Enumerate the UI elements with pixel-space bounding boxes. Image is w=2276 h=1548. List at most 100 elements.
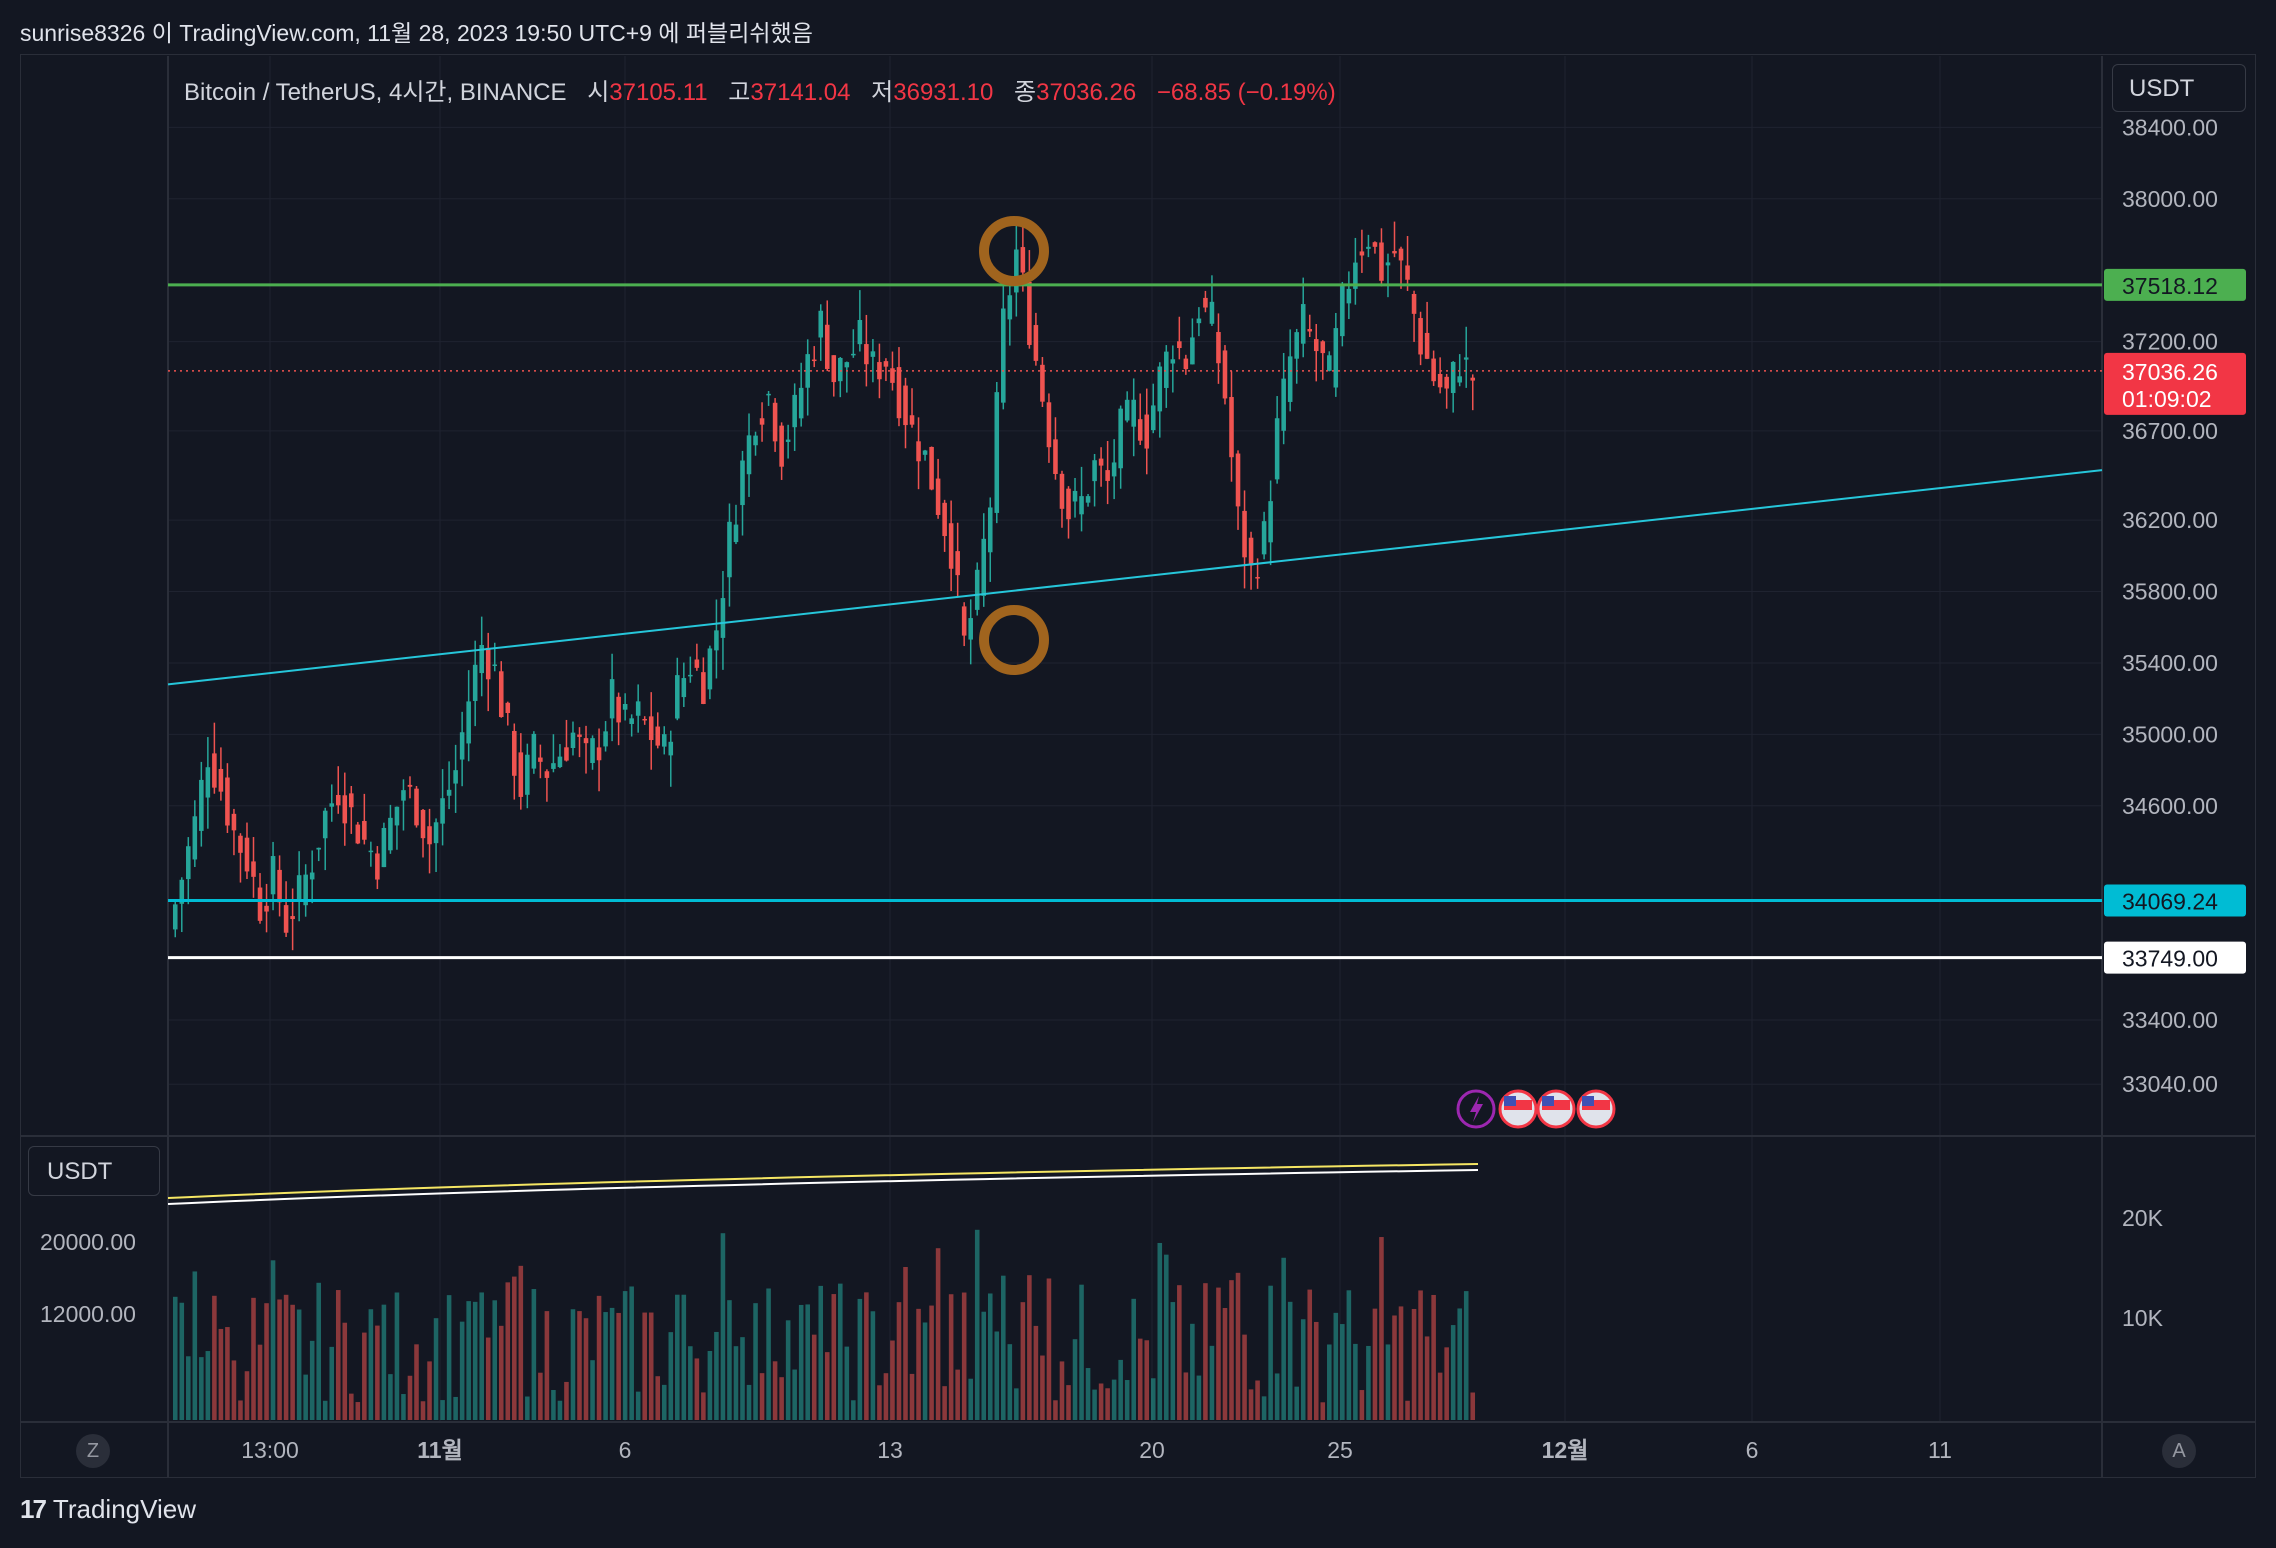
volume-bar: [414, 1344, 419, 1420]
volume-bar: [512, 1276, 517, 1420]
candle-body: [1261, 521, 1267, 555]
candle-body: [290, 916, 295, 920]
candle-body: [1281, 378, 1286, 431]
volume-bar: [231, 1360, 237, 1420]
candle-body: [362, 820, 367, 840]
volume-bar: [420, 1401, 426, 1420]
volume-bar: [316, 1282, 321, 1420]
volume-bar: [1450, 1325, 1456, 1420]
candle-body: [355, 824, 361, 844]
candle-body: [733, 524, 739, 543]
candle-body: [1229, 397, 1234, 458]
volume-bar: [570, 1309, 576, 1420]
volume-bar: [668, 1332, 674, 1420]
volume-bar: [1340, 1324, 1345, 1420]
volume-bar: [583, 1318, 589, 1420]
volume-bar: [1079, 1284, 1084, 1420]
candle-body: [1150, 405, 1156, 431]
auto-scale-button[interactable]: A: [2162, 1434, 2196, 1468]
volume-bar: [1392, 1315, 1397, 1420]
volume-bar: [1235, 1272, 1241, 1420]
volume-bar: [401, 1394, 406, 1420]
volume-bar: [948, 1294, 954, 1420]
currency-button[interactable]: USDT: [2112, 64, 2246, 112]
volume-tick-label-right: 20K: [2122, 1205, 2164, 1231]
candle-body: [1098, 458, 1104, 466]
volume-bar: [505, 1282, 511, 1420]
volume-bar: [1366, 1345, 1371, 1420]
candle-body: [257, 887, 263, 921]
candle-body: [309, 872, 315, 880]
candle-body: [1294, 332, 1299, 359]
candle-body: [205, 767, 211, 798]
volume-bar: [909, 1373, 915, 1420]
candle-body: [335, 795, 341, 806]
candle-body: [1092, 460, 1097, 482]
candle-body: [681, 678, 687, 698]
candle-body: [1313, 339, 1319, 352]
candle-body: [1255, 577, 1260, 579]
volume-bar: [577, 1311, 582, 1420]
low-label: 저: [871, 79, 894, 106]
price-tick-label: 35800.00: [2122, 579, 2218, 605]
volume-bar: [518, 1265, 524, 1420]
candle-body: [212, 753, 217, 788]
volume-bar: [864, 1292, 869, 1420]
close-value: 37036.26: [1036, 79, 1137, 106]
volume-bar: [1242, 1334, 1247, 1420]
candle-body: [1085, 496, 1091, 503]
volume-bar: [1105, 1388, 1110, 1420]
volume-bar: [277, 1299, 282, 1420]
candle-body: [570, 732, 576, 749]
candle-body: [388, 817, 393, 851]
volume-bar: [1222, 1308, 1228, 1420]
volume-bar: [1346, 1290, 1352, 1420]
candle-body: [381, 827, 387, 868]
volume-bar: [1294, 1386, 1299, 1420]
volume-bar: [831, 1294, 837, 1420]
volume-bar: [1203, 1283, 1208, 1420]
candle-body: [785, 439, 791, 442]
volume-bar: [961, 1292, 967, 1420]
candle-body: [564, 747, 569, 761]
candle-body: [655, 726, 661, 746]
candle-body: [968, 618, 973, 640]
flag-stripe: [1542, 1100, 1570, 1110]
candle-body: [1327, 355, 1332, 371]
candle-body: [987, 507, 993, 553]
volume-tick-label-right: 10K: [2122, 1305, 2164, 1331]
candle-body: [864, 344, 869, 365]
volume-bar: [225, 1327, 230, 1420]
candle-body: [1066, 488, 1071, 520]
volume-bar: [1177, 1285, 1182, 1420]
candle-body: [935, 478, 941, 515]
volume-bar: [798, 1304, 804, 1420]
candle-body: [609, 679, 615, 719]
volume-bar: [1372, 1308, 1378, 1420]
volume-currency-button[interactable]: USDT: [28, 1146, 160, 1196]
candle-body: [1209, 301, 1215, 324]
volume-bar: [896, 1302, 902, 1420]
candle-body: [459, 732, 465, 760]
candle-body: [1111, 462, 1117, 477]
candle-body: [1411, 293, 1417, 314]
volume-bar: [283, 1294, 289, 1420]
candle-body: [942, 502, 947, 537]
symbol-title[interactable]: Bitcoin / TetherUS, 4시간, BINANCE: [184, 79, 567, 106]
volume-bar: [1059, 1361, 1065, 1420]
volume-bar: [740, 1337, 745, 1420]
candle-body: [512, 730, 517, 776]
volume-bar: [329, 1346, 335, 1420]
candle-body: [766, 393, 771, 396]
volume-bar: [362, 1332, 367, 1420]
candle-body: [870, 351, 876, 357]
volume-bar: [974, 1229, 980, 1420]
candle-body: [1287, 356, 1293, 402]
volume-bar: [733, 1346, 739, 1420]
timezone-button[interactable]: Z: [76, 1434, 110, 1468]
candle-body: [218, 768, 224, 792]
candle-body: [635, 701, 641, 716]
volume-bar: [322, 1400, 328, 1420]
volume-bar: [870, 1311, 876, 1420]
